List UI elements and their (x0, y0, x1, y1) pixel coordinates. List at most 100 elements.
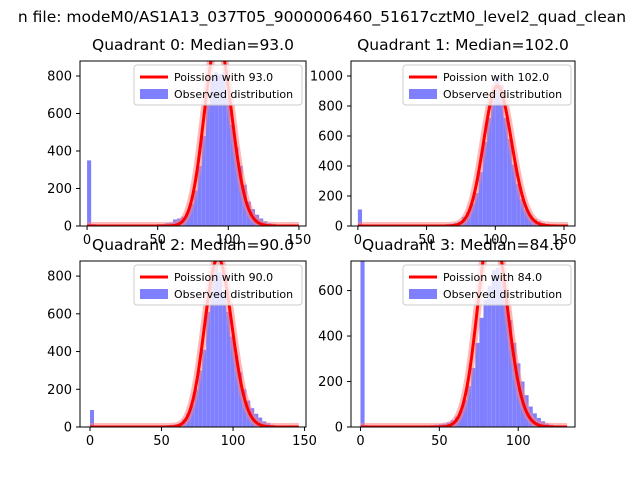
quadrant-3-ytick-label: 600 (318, 284, 343, 299)
quadrant-3-xtick-label: 0 (356, 434, 364, 449)
quadrant-1-xtick-label: 50 (418, 233, 435, 248)
figure-suptitle: n file: modeM0/AS1A13_037T05_9000006460_… (18, 8, 626, 27)
quadrant-1-histogram-bar (495, 76, 500, 226)
quadrant-1-histogram-bar (503, 118, 508, 226)
quadrant-2-xtick-label: 150 (292, 434, 317, 449)
quadrant-1-histogram-bar (357, 209, 363, 226)
quadrant-3-histogram-bar (499, 281, 505, 427)
quadrant-3-histogram-bar (512, 342, 517, 427)
quadrant-1-poisson-curve (357, 84, 569, 226)
quadrant-3-histogram-bar (360, 261, 365, 427)
subplot-grid: 0 50 100 150 0 200 400 600 800 Quadrant 0: Median… (47, 36, 576, 449)
quadrant-2-histogram-bar (218, 272, 223, 427)
legend-bar-swatch (409, 289, 437, 299)
quadrant-3-histogram-bar (467, 386, 472, 427)
quadrant-3-poisson-curve (359, 261, 568, 427)
quadrant-2-ytick-label: 800 (47, 270, 72, 285)
quadrant-0-xtick-label: 0 (83, 233, 91, 248)
quadrant-3-panel: 0 50 100 0 200 400 600 Quadrant 3: Median=84.0 P… (318, 236, 576, 449)
quadrant-1-histogram-bar (499, 85, 504, 226)
quadrant-1-histogram-bar (520, 199, 525, 226)
quadrant-0-xtick-label: 50 (149, 233, 166, 248)
quadrant-0-histogram-bar (87, 160, 92, 226)
quadrant-2-histogram-bar (222, 291, 227, 427)
quadrant-3-legend: Poission with 84.0 Observed distribution (402, 264, 572, 306)
quadrant-2-histogram-bar (194, 389, 199, 427)
quadrant-2-ytick-label: 0 (64, 421, 72, 436)
quadrant-2-ytick-label: 600 (47, 307, 72, 322)
quadrant-3-histogram-bar (495, 267, 500, 427)
quadrant-3-histogram-bar (471, 367, 476, 427)
quadrant-3-histogram-bar (504, 299, 509, 427)
quadrant-2-title: Quadrant 2: Median=90.0 (92, 236, 294, 254)
quadrant-1-histogram-bar (470, 203, 475, 226)
quadrant-1-histogram-bar (474, 193, 479, 226)
quadrant-3-xtick-label: 50 (431, 434, 448, 449)
quadrant-0-title: Quadrant 0: Median=93.0 (92, 36, 294, 54)
quadrant-0-plot-area (83, 61, 303, 226)
quadrant-3-histogram-bar (479, 317, 484, 427)
quadrant-3-xtick-label: 100 (506, 434, 531, 449)
quadrant-0-histogram-bar (230, 124, 235, 226)
quadrant-0-histogram-bar (205, 104, 210, 226)
quadrant-3-ytick-label: 400 (318, 330, 343, 345)
quadrant-1-histogram-bar (478, 172, 483, 226)
quadrant-0-axes-frame (79, 60, 307, 227)
quadrant-0-histogram-bar (197, 166, 202, 226)
quadrant-2-xtick-label: 0 (86, 434, 94, 449)
quadrant-0-xtick-label: 100 (216, 233, 241, 248)
legend-poisson-label: Poission with 84.0 (443, 271, 542, 284)
legend-bar-swatch (140, 289, 168, 299)
quadrant-1-ytick-label: 200 (318, 190, 343, 205)
quadrant-1-ytick-label: 600 (318, 130, 343, 145)
quadrant-3-ytick-label: 0 (335, 421, 343, 436)
legend-observed-label: Observed distribution (443, 288, 562, 301)
quadrant-0-histogram-bar (226, 98, 231, 226)
quadrant-3-histogram-bar (475, 342, 480, 427)
quadrant-2-axes-frame (79, 260, 307, 428)
quadrant-3-title: Quadrant 3: Median=84.0 (362, 236, 564, 254)
quadrant-1-ytick-label: 400 (318, 160, 343, 175)
quadrant-3-plot-area (357, 261, 571, 427)
legend-bar-swatch (409, 89, 437, 99)
quadrant-0-xtick-label: 150 (287, 233, 312, 248)
quadrant-0-ytick-label: 400 (47, 145, 72, 160)
quadrant-1-histogram-bar (511, 164, 517, 226)
legend-box (133, 64, 303, 106)
quadrant-2-histogram-bar (202, 349, 207, 427)
quadrant-0-ytick-label: 0 (64, 220, 72, 235)
quadrant-1-histogram-bar (516, 184, 521, 226)
quadrant-0-histogram-bar (201, 136, 206, 226)
quadrant-2-legend: Poission with 90.0 Observed distribution (133, 264, 303, 306)
quadrant-1-title: Quadrant 1: Median=102.0 (357, 36, 569, 54)
quadrant-2-histogram-bar (230, 336, 235, 427)
quadrant-2-xtick-label: 100 (221, 434, 246, 449)
quadrant-0-histogram-bar (222, 72, 227, 226)
quadrant-1-histogram-bar (491, 92, 496, 226)
legend-observed-label: Observed distribution (174, 288, 293, 301)
quadrant-2-panel: 0 50 100 150 0 200 400 600 800 Quadrant 2: Median… (47, 236, 317, 449)
quadrant-2-histogram-bar (226, 311, 231, 427)
legend-poisson-label: Poission with 93.0 (174, 71, 273, 84)
quadrant-3-histogram-bar (508, 320, 513, 427)
quadrant-2-histogram-bar (214, 264, 219, 427)
quadrant-1-xtick-label: 100 (483, 233, 508, 248)
quadrant-3-ytick-label: 200 (318, 375, 343, 390)
quadrant-1-panel: 0 50 100 150 0 200 400 600 800 1000 Quadrant 1: Me… (310, 36, 577, 248)
legend-observed-label: Observed distribution (443, 88, 562, 101)
legend-bar-swatch (140, 89, 168, 99)
legend-poisson-label: Poission with 90.0 (174, 271, 273, 284)
quadrant-2-histogram-bar (206, 311, 211, 427)
quadrant-0-ytick-label: 200 (47, 182, 72, 197)
quadrant-0-histogram-bar (189, 203, 194, 226)
quadrant-0-histogram-bar (218, 74, 223, 226)
quadrant-2-ytick-label: 200 (47, 383, 72, 398)
quadrant-0-histogram-bar (209, 76, 215, 226)
quadrant-0-ytick-label: 600 (47, 107, 72, 122)
quadrant-3-histogram-bar (491, 270, 496, 427)
quadrant-1-legend: Poission with 102.0 Observed distribution (402, 64, 572, 106)
legend-poisson-label: Poission with 102.0 (443, 71, 549, 84)
quadrant-1-axes-frame (350, 60, 576, 227)
quadrant-2-plot-area (86, 261, 303, 427)
